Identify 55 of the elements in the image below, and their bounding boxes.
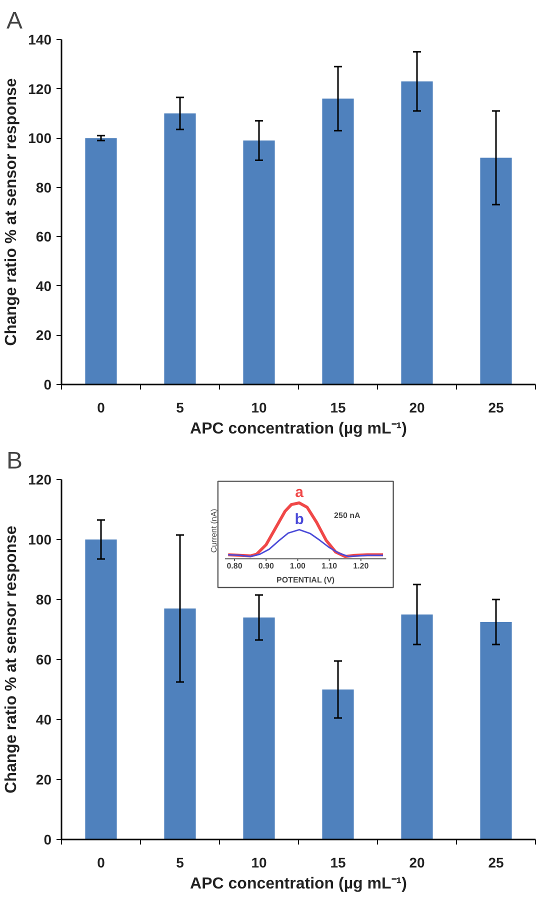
- y-tick-label: 60: [36, 652, 52, 668]
- bar: [85, 138, 117, 384]
- x-tick-label: 5: [176, 400, 184, 416]
- x-tick-label: 1.20: [353, 562, 370, 571]
- chart-title: A: [6, 8, 23, 34]
- y-tick-label: 140: [28, 32, 52, 48]
- y-tick-label: 60: [36, 228, 52, 245]
- bar: [401, 81, 433, 384]
- y-tick-label: 120: [28, 472, 52, 488]
- y-tick-label: 40: [36, 712, 52, 728]
- x-tick-label: 0: [97, 854, 106, 870]
- x-tick-label: 10: [251, 400, 267, 416]
- bar: [243, 140, 275, 384]
- y-tick-label: 100: [28, 532, 52, 548]
- bar: [480, 158, 512, 384]
- x-tick-label: 1.00: [290, 562, 306, 571]
- x-tick-label: 25: [488, 854, 504, 870]
- bar: [480, 622, 512, 840]
- bar: [164, 113, 196, 384]
- y-tick-label: 80: [36, 179, 52, 196]
- bar: [401, 614, 433, 840]
- x-tick-label: 20: [409, 854, 425, 870]
- y-tick-label: 80: [36, 592, 52, 608]
- annotation: 250 nA: [334, 511, 361, 520]
- x-tick-label: 10: [251, 854, 267, 870]
- y-tick-label: 100: [28, 130, 52, 146]
- x-axis-title: APC concentration (µg mL⁻¹): [190, 420, 407, 438]
- series-label: b: [294, 511, 304, 528]
- y-axis-title: Change ratio % at sensor response: [3, 526, 20, 794]
- x-tick-label: 0.80: [226, 562, 243, 571]
- chart-title: B: [6, 448, 23, 474]
- bar: [322, 98, 354, 384]
- bar: [322, 690, 354, 840]
- x-tick-label: 0.90: [258, 562, 274, 571]
- x-axis-title: APC concentration (µg mL⁻¹): [190, 876, 407, 892]
- bar: [164, 608, 196, 840]
- x-tick-label: 20: [409, 400, 425, 416]
- y-tick-label: 20: [36, 772, 52, 788]
- x-tick-label: 1.10: [322, 562, 338, 571]
- y-tick-label: 40: [36, 278, 52, 294]
- x-tick-label: 5: [176, 854, 184, 870]
- y-axis-title: Current (nA): [210, 508, 219, 553]
- x-tick-label: 15: [330, 400, 346, 416]
- x-tick-label: 0: [97, 400, 106, 416]
- y-tick-label: 0: [44, 376, 52, 392]
- y-tick-label: 0: [44, 832, 52, 848]
- y-axis-title: Change ratio % at sensor response: [3, 78, 20, 346]
- series-label: a: [295, 484, 304, 502]
- bar: [243, 618, 275, 840]
- bar: [85, 540, 117, 840]
- y-tick-label: 20: [36, 327, 52, 344]
- x-axis-title: POTENTIAL (V): [276, 575, 335, 584]
- y-tick-label: 120: [28, 80, 52, 97]
- x-tick-label: 25: [488, 400, 504, 416]
- x-tick-label: 15: [330, 854, 346, 870]
